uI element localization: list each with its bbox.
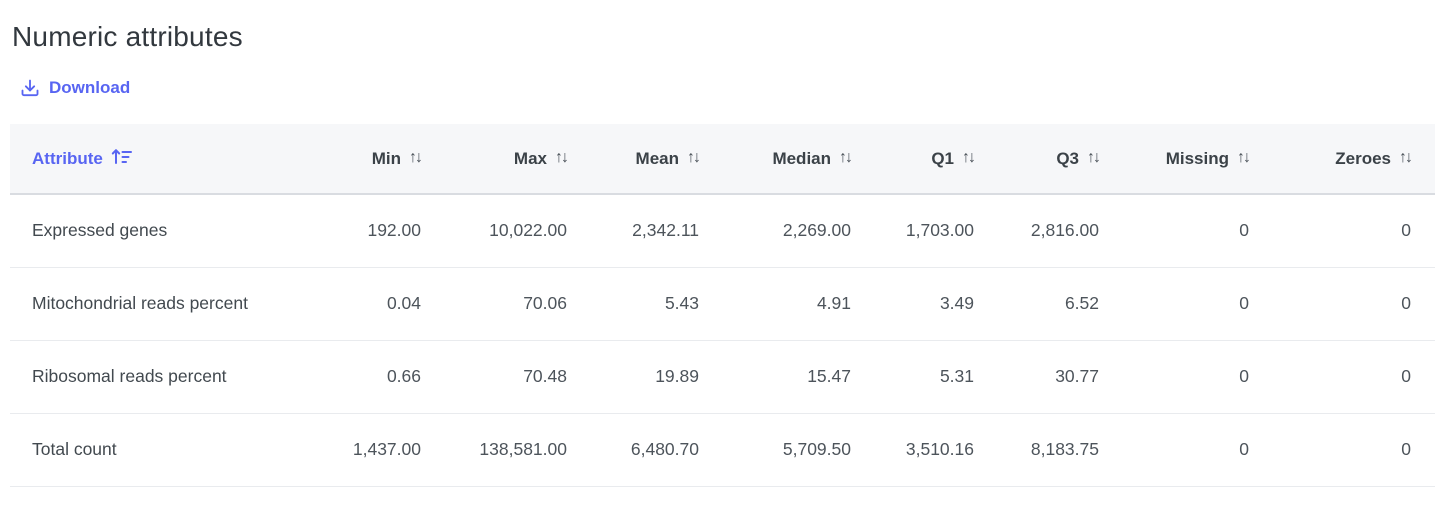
min-value: 1,437.00 (320, 413, 445, 487)
mean-value: 2,342.11 (591, 194, 723, 268)
column-label: Missing (1165, 148, 1229, 168)
download-icon (20, 78, 40, 98)
median-value: 15.47 (723, 340, 875, 414)
median-value: 4.91 (723, 267, 875, 341)
download-button[interactable]: Download (20, 78, 130, 98)
sort-both-icon: ↑↓ (839, 148, 853, 166)
sort-both-icon: ↑↓ (555, 148, 569, 166)
numeric-attributes-panel: Numeric attributes Download Attribute (0, 20, 1445, 487)
column-header-q3[interactable]: Q3 ↑↓ (998, 124, 1123, 195)
q1-value: 3,510.16 (875, 413, 998, 487)
median-value: 5,709.50 (723, 413, 875, 487)
table-header-row: Attribute (10, 124, 1435, 195)
attribute-name: Total count (10, 413, 320, 487)
min-value: 0.66 (320, 340, 445, 414)
table-row: Expressed genes 192.00 10,022.00 2,342.1… (10, 194, 1435, 268)
column-header-zeroes[interactable]: Zeroes ↑↓ (1273, 124, 1435, 195)
column-header-mean[interactable]: Mean ↑↓ (591, 124, 723, 195)
min-value: 0.04 (320, 267, 445, 341)
sort-ascending-icon (111, 147, 132, 170)
column-label: Min (371, 148, 401, 168)
mean-value: 5.43 (591, 267, 723, 341)
max-value: 10,022.00 (445, 194, 591, 268)
page-title: Numeric attributes (12, 21, 243, 52)
mean-value: 19.89 (591, 340, 723, 414)
attribute-name: Mitochondrial reads percent (10, 267, 320, 341)
sort-both-icon: ↑↓ (1237, 148, 1251, 166)
sort-both-icon: ↑↓ (687, 148, 701, 166)
table-row: Mitochondrial reads percent 0.04 70.06 5… (10, 267, 1435, 341)
zeroes-value: 0 (1273, 194, 1435, 268)
column-header-q1[interactable]: Q1 ↑↓ (875, 124, 998, 195)
sort-both-icon: ↑↓ (962, 148, 976, 166)
missing-value: 0 (1123, 267, 1273, 341)
column-label: Q3 (1056, 148, 1079, 168)
q3-value: 2,816.00 (998, 194, 1123, 268)
median-value: 2,269.00 (723, 194, 875, 268)
max-value: 70.48 (445, 340, 591, 414)
min-value: 192.00 (320, 194, 445, 268)
max-value: 138,581.00 (445, 413, 591, 487)
sort-both-icon: ↑↓ (1399, 148, 1413, 166)
column-label: Attribute (32, 148, 103, 168)
q1-value: 5.31 (875, 340, 998, 414)
column-header-attribute[interactable]: Attribute (10, 124, 320, 195)
attribute-name: Expressed genes (10, 194, 320, 268)
download-label: Download (49, 78, 131, 97)
attribute-name: Ribosomal reads percent (10, 340, 320, 414)
table-row: Total count 1,437.00 138,581.00 6,480.70… (10, 413, 1435, 487)
q3-value: 30.77 (998, 340, 1123, 414)
zeroes-value: 0 (1273, 267, 1435, 341)
zeroes-value: 0 (1273, 340, 1435, 414)
column-header-min[interactable]: Min ↑↓ (320, 124, 445, 195)
missing-value: 0 (1123, 340, 1273, 414)
mean-value: 6,480.70 (591, 413, 723, 487)
column-header-median[interactable]: Median ↑↓ (723, 124, 875, 195)
numeric-attributes-table: Attribute (10, 124, 1435, 487)
q3-value: 8,183.75 (998, 413, 1123, 487)
q3-value: 6.52 (998, 267, 1123, 341)
zeroes-value: 0 (1273, 413, 1435, 487)
sort-both-icon: ↑↓ (1087, 148, 1101, 166)
missing-value: 0 (1123, 413, 1273, 487)
column-label: Median (772, 148, 831, 168)
sort-both-icon: ↑↓ (409, 148, 423, 166)
column-label: Zeroes (1335, 148, 1391, 168)
missing-value: 0 (1123, 194, 1273, 268)
q1-value: 3.49 (875, 267, 998, 341)
column-label: Mean (635, 148, 679, 168)
column-label: Q1 (931, 148, 954, 168)
max-value: 70.06 (445, 267, 591, 341)
table-row: Ribosomal reads percent 0.66 70.48 19.89… (10, 340, 1435, 414)
column-header-missing[interactable]: Missing ↑↓ (1123, 124, 1273, 195)
column-header-max[interactable]: Max ↑↓ (445, 124, 591, 195)
column-label: Max (513, 148, 547, 168)
q1-value: 1,703.00 (875, 194, 998, 268)
